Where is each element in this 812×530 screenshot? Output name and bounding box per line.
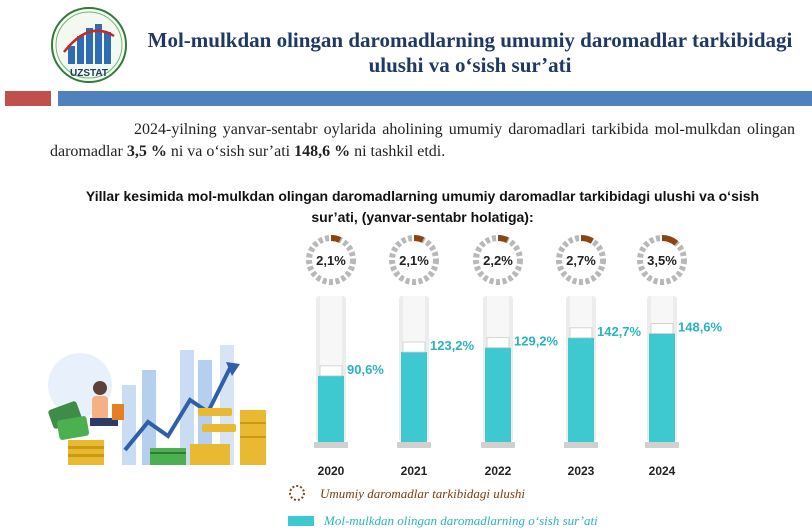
share-ring-track	[473, 235, 523, 285]
header-band-accent	[5, 91, 51, 106]
x-tick-label: 2022	[485, 464, 512, 478]
share-label: 3,5%	[647, 253, 677, 268]
bar-base	[564, 442, 598, 448]
growth-bar	[318, 375, 344, 442]
legend-ring-label: Umumiy daromadlar tarkibidagi ulushi	[320, 486, 525, 501]
finance-illustration	[48, 345, 266, 465]
bar-cap	[486, 337, 510, 349]
growth-label: 142,7%	[597, 324, 642, 339]
share-label: 2,1%	[316, 253, 346, 268]
bar-base	[481, 442, 515, 448]
share-label: 2,7%	[566, 253, 596, 268]
x-tick-label: 2024	[649, 464, 676, 478]
x-tick-label: 2021	[401, 464, 428, 478]
logo-text: UZSTAT	[70, 68, 108, 79]
growth-bar	[401, 352, 427, 442]
bar-base	[314, 442, 348, 448]
summary-value2: 148,6 %	[294, 143, 351, 160]
growth-label: 123,2%	[430, 338, 475, 353]
share-ring-arc	[389, 235, 439, 285]
growth-label: 148,6%	[678, 320, 723, 335]
header-band	[58, 91, 812, 106]
bar-base	[645, 442, 679, 448]
summary-value1: 3,5 %	[126, 143, 167, 160]
share-ring-track	[306, 235, 356, 285]
bar-base	[397, 442, 431, 448]
legend-ring-marker	[289, 485, 305, 501]
bar-cap	[569, 327, 593, 339]
growth-bar	[649, 333, 675, 442]
uzstat-logo: UZSTAT	[51, 7, 127, 83]
growth-label: 90,6%	[347, 362, 384, 377]
x-tick-label: 2020	[318, 464, 345, 478]
share-ring-arc	[556, 235, 606, 285]
share-ring-arc	[306, 235, 356, 285]
growth-label: 129,2%	[514, 334, 559, 349]
legend-bar-marker	[288, 516, 314, 526]
summary-part2: ni va o‘sish sur’ati	[166, 143, 295, 160]
share-ring-track	[637, 235, 687, 285]
share-ring-arc	[473, 235, 523, 285]
page-title: Mol-mulkdan olingan daromadlarning umumi…	[147, 28, 793, 77]
bar-cap	[402, 341, 426, 353]
legend-bar-label: Mol-mulkdan olingan daromadlarning o‘sis…	[324, 513, 598, 528]
share-label: 2,2%	[483, 253, 513, 268]
growth-bar	[568, 337, 594, 442]
summary-part3: ni tashkil etdi.	[350, 143, 446, 160]
x-tick-label: 2023	[568, 464, 595, 478]
share-ring-track	[556, 235, 606, 285]
summary-text: 2024-yilning yanvar-sentabr oylarida aho…	[50, 119, 795, 163]
bar-cap	[319, 365, 343, 377]
growth-bar	[485, 347, 511, 442]
share-ring-track	[389, 235, 439, 285]
bar-cap	[650, 323, 674, 334]
summary-part1: 2024-yilning yanvar-sentabr oylarida aho…	[50, 121, 795, 160]
chart-title: Yillar kesimida mol-mulkdan olingan daro…	[85, 188, 760, 225]
share-label: 2,1%	[399, 253, 429, 268]
share-ring-arc	[637, 235, 687, 285]
